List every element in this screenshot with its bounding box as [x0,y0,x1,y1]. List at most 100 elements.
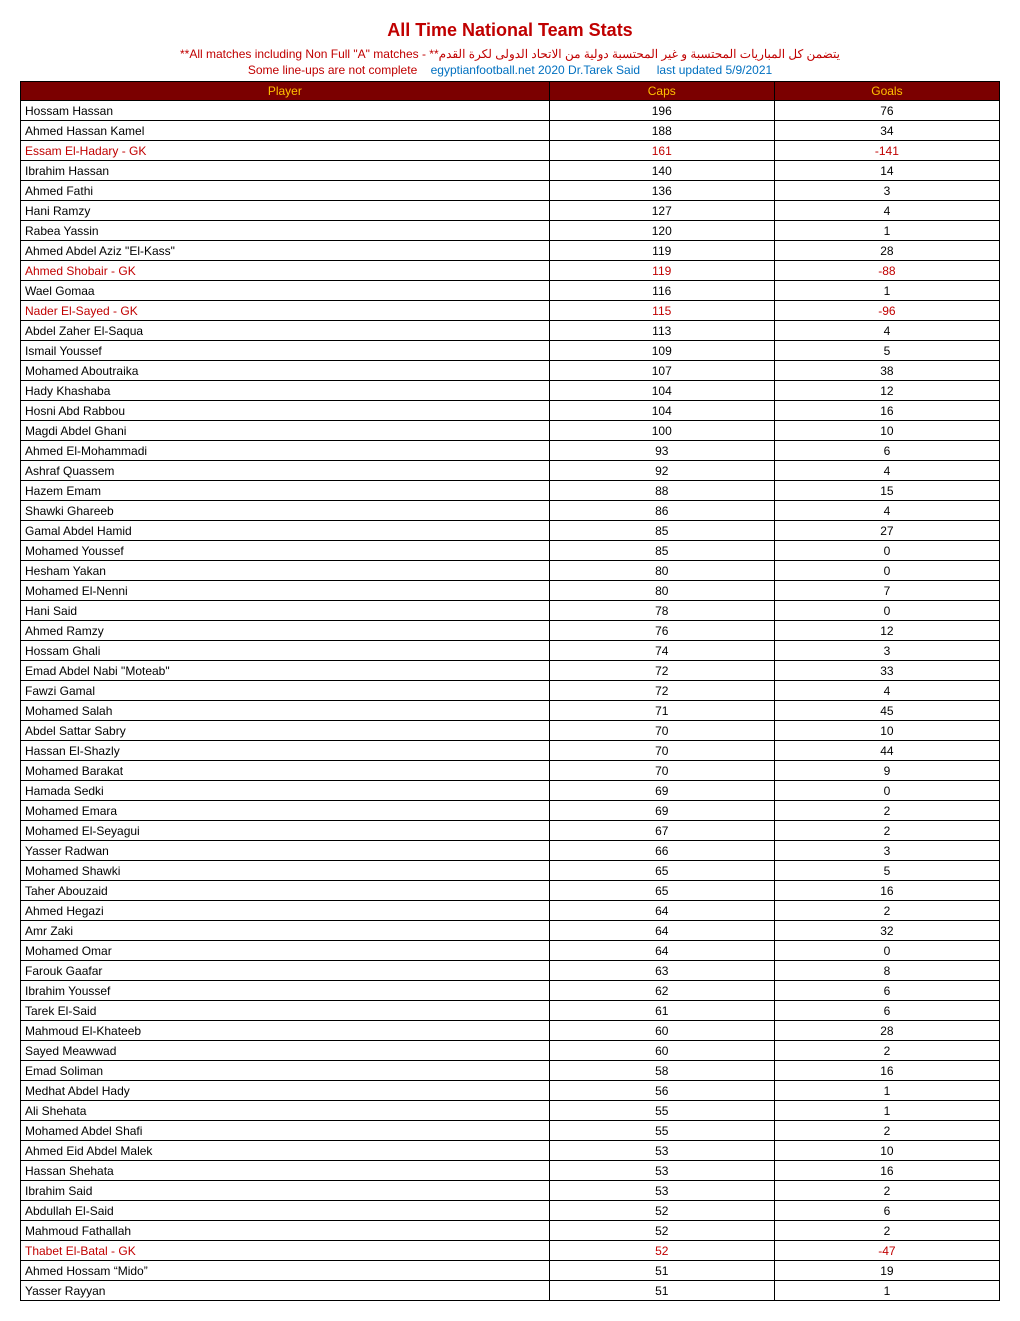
cell-player: Yasser Radwan [21,841,550,861]
cell-caps: 196 [549,101,774,121]
cell-player: Magdi Abdel Ghani [21,421,550,441]
cell-caps: 62 [549,981,774,1001]
cell-player: Gamal Abdel Hamid [21,521,550,541]
cell-goals: 0 [774,541,999,561]
table-row: Emad Soliman5816 [21,1061,1000,1081]
cell-goals: 34 [774,121,999,141]
cell-goals: 0 [774,781,999,801]
table-row: Ismail Youssef1095 [21,341,1000,361]
cell-player: Hani Said [21,601,550,621]
table-row: Gamal Abdel Hamid8527 [21,521,1000,541]
table-row: Farouk Gaafar638 [21,961,1000,981]
cell-caps: 86 [549,501,774,521]
table-row: Ahmed El-Mohammadi936 [21,441,1000,461]
table-row: Mohamed Omar640 [21,941,1000,961]
cell-player: Emad Soliman [21,1061,550,1081]
cell-caps: 70 [549,761,774,781]
cell-goals: 2 [774,801,999,821]
cell-caps: 136 [549,181,774,201]
table-row: Taher Abouzaid6516 [21,881,1000,901]
cell-goals: 6 [774,1001,999,1021]
cell-goals: 10 [774,721,999,741]
cell-player: Ahmed Ramzy [21,621,550,641]
cell-goals: 2 [774,821,999,841]
cell-player: Ahmed Abdel Aziz "El-Kass" [21,241,550,261]
cell-player: Ahmed Hassan Kamel [21,121,550,141]
table-row: Ahmed Shobair - GK119-88 [21,261,1000,281]
cell-caps: 85 [549,521,774,541]
cell-goals: 6 [774,441,999,461]
cell-goals: 28 [774,1021,999,1041]
cell-goals: 0 [774,941,999,961]
cell-goals: 1 [774,221,999,241]
cell-player: Yasser Rayyan [21,1281,550,1301]
table-row: Yasser Rayyan511 [21,1281,1000,1301]
cell-caps: 188 [549,121,774,141]
table-row: Shawki Ghareeb864 [21,501,1000,521]
cell-caps: 76 [549,621,774,641]
cell-goals: 33 [774,661,999,681]
cell-caps: 104 [549,401,774,421]
cell-goals: 6 [774,1201,999,1221]
cell-caps: 161 [549,141,774,161]
table-row: Mohamed Barakat709 [21,761,1000,781]
cell-goals: 16 [774,1061,999,1081]
cell-caps: 80 [549,561,774,581]
cell-goals: -141 [774,141,999,161]
table-row: Mohamed Emara692 [21,801,1000,821]
table-row: Hady Khashaba10412 [21,381,1000,401]
table-row: Mahmoud El-Khateeb6028 [21,1021,1000,1041]
cell-goals: 4 [774,321,999,341]
table-row: Mohamed El-Seyagui672 [21,821,1000,841]
cell-player: Mohamed Shawki [21,861,550,881]
note-source: egyptianfootball.net 2020 Dr.Tarek Said [431,63,640,77]
cell-caps: 53 [549,1141,774,1161]
page-container: All Time National Team Stats **All match… [20,20,1000,1301]
cell-player: Mohamed El-Seyagui [21,821,550,841]
table-row: Ahmed Hossam “Mido”5119 [21,1261,1000,1281]
cell-goals: -96 [774,301,999,321]
cell-player: Hamada Sedki [21,781,550,801]
cell-caps: 109 [549,341,774,361]
cell-goals: 0 [774,601,999,621]
cell-goals: 14 [774,161,999,181]
cell-goals: 28 [774,241,999,261]
cell-goals: 8 [774,961,999,981]
table-row: Medhat Abdel Hady561 [21,1081,1000,1101]
cell-player: Mohamed Youssef [21,541,550,561]
cell-caps: 58 [549,1061,774,1081]
cell-caps: 120 [549,221,774,241]
table-row: Ahmed Abdel Aziz "El-Kass"11928 [21,241,1000,261]
cell-caps: 63 [549,961,774,981]
table-row: Ahmed Eid Abdel Malek5310 [21,1141,1000,1161]
cell-player: Ibrahim Youssef [21,981,550,1001]
cell-player: Hosni Abd Rabbou [21,401,550,421]
cell-caps: 140 [549,161,774,181]
cell-goals: 44 [774,741,999,761]
cell-caps: 88 [549,481,774,501]
header-row: Player Caps Goals [21,82,1000,101]
table-row: Ahmed Hegazi642 [21,901,1000,921]
cell-player: Hady Khashaba [21,381,550,401]
cell-player: Nader El-Sayed - GK [21,301,550,321]
cell-player: Ismail Youssef [21,341,550,361]
cell-caps: 67 [549,821,774,841]
cell-goals: 27 [774,521,999,541]
cell-goals: 2 [774,1121,999,1141]
cell-caps: 61 [549,1001,774,1021]
cell-player: Mohamed Salah [21,701,550,721]
table-row: Hani Ramzy1274 [21,201,1000,221]
cell-caps: 74 [549,641,774,661]
cell-player: Wael Gomaa [21,281,550,301]
cell-player: Mohamed Omar [21,941,550,961]
table-row: Hossam Hassan19676 [21,101,1000,121]
cell-caps: 60 [549,1041,774,1061]
table-row: Mohamed Abdel Shafi552 [21,1121,1000,1141]
cell-goals: 10 [774,1141,999,1161]
subtitle-line: **All matches including Non Full "A" mat… [20,47,1000,61]
cell-caps: 80 [549,581,774,601]
cell-goals: 76 [774,101,999,121]
cell-goals: 2 [774,1041,999,1061]
cell-player: Ahmed Fathi [21,181,550,201]
cell-caps: 93 [549,441,774,461]
